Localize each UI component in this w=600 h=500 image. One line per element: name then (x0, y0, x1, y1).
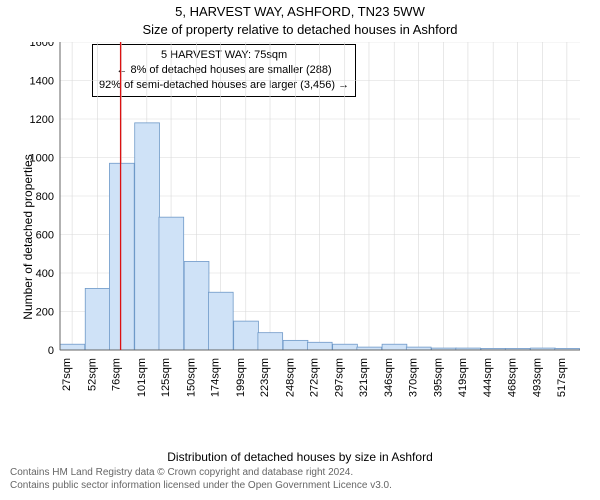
svg-text:517sqm: 517sqm (556, 358, 568, 397)
svg-text:419sqm: 419sqm (457, 358, 469, 397)
svg-text:321sqm: 321sqm (358, 358, 370, 397)
svg-text:199sqm: 199sqm (235, 358, 247, 397)
title-line-2: Size of property relative to detached ho… (0, 22, 600, 37)
svg-text:346sqm: 346sqm (383, 358, 395, 397)
svg-text:272sqm: 272sqm (308, 358, 320, 397)
svg-text:125sqm: 125sqm (160, 358, 172, 397)
x-axis-label: Distribution of detached houses by size … (0, 450, 600, 464)
svg-text:27sqm: 27sqm (61, 358, 73, 391)
svg-text:600: 600 (36, 230, 54, 242)
svg-text:200: 200 (36, 307, 54, 319)
svg-text:0: 0 (48, 345, 54, 357)
histogram-plot: 0 200 400 600 800 1000 1200 1400 1600 27sqm 52sqm 7… (24, 42, 580, 404)
svg-text:248sqm: 248sqm (284, 358, 296, 397)
svg-text:444sqm: 444sqm (482, 358, 494, 397)
svg-text:493sqm: 493sqm (532, 358, 544, 397)
svg-text:1000: 1000 (30, 153, 54, 165)
svg-text:395sqm: 395sqm (433, 358, 445, 397)
svg-text:76sqm: 76sqm (111, 358, 123, 391)
svg-text:101sqm: 101sqm (136, 358, 148, 397)
svg-text:468sqm: 468sqm (506, 358, 518, 397)
svg-text:1200: 1200 (30, 114, 54, 126)
svg-text:150sqm: 150sqm (185, 358, 197, 397)
svg-text:223sqm: 223sqm (259, 358, 271, 397)
svg-text:1600: 1600 (30, 42, 54, 49)
svg-text:370sqm: 370sqm (407, 358, 419, 397)
svg-text:174sqm: 174sqm (210, 358, 222, 397)
svg-text:800: 800 (36, 191, 54, 203)
svg-text:400: 400 (36, 268, 54, 280)
chart-container: { "titles": { "line1": "5, HARVEST WAY, … (0, 0, 600, 500)
copyright-line-1: Contains HM Land Registry data © Crown c… (10, 466, 590, 479)
title-line-1: 5, HARVEST WAY, ASHFORD, TN23 5WW (0, 4, 600, 19)
copyright-notice: Contains HM Land Registry data © Crown c… (10, 466, 590, 492)
svg-text:297sqm: 297sqm (334, 358, 346, 397)
copyright-line-2: Contains public sector information licen… (10, 479, 590, 492)
svg-text:52sqm: 52sqm (86, 358, 98, 391)
svg-text:1400: 1400 (30, 76, 54, 88)
